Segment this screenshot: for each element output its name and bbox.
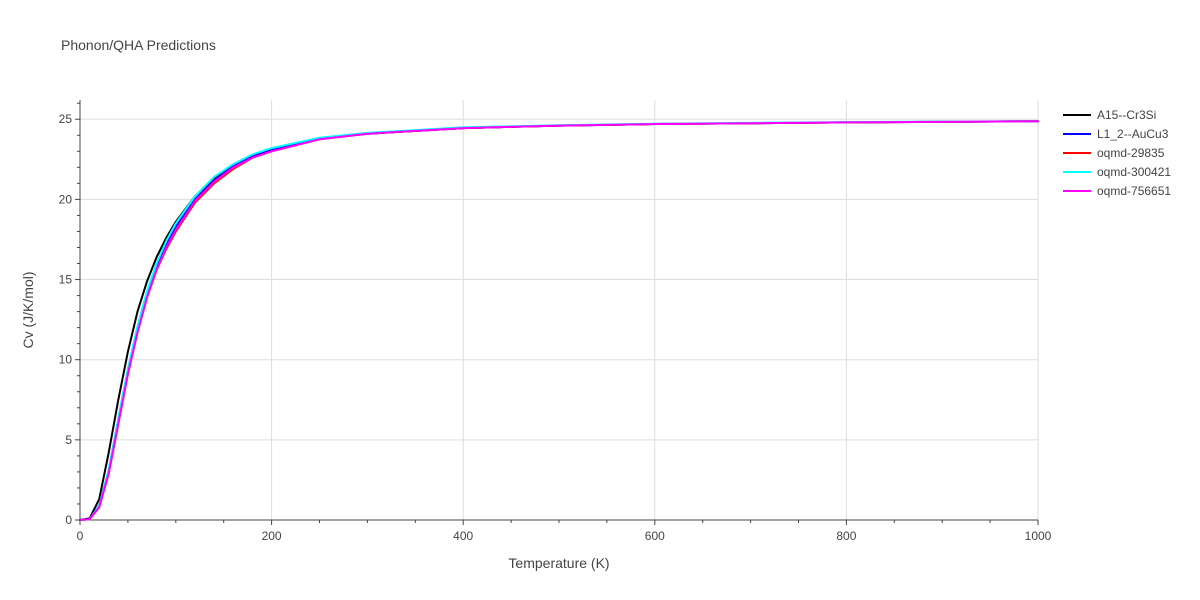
legend-item[interactable]: L1_2--AuCu3 (1063, 127, 1169, 141)
legend-label: L1_2--AuCu3 (1097, 127, 1169, 141)
x-tick-label: 1000 (1025, 529, 1052, 543)
x-tick-label: 600 (645, 529, 665, 543)
series-line-a15-cr3si (79, 120, 1039, 521)
series-line-oqmd-756651 (79, 120, 1039, 521)
legend-label: oqmd-29835 (1097, 146, 1165, 160)
x-axis-title: Temperature (K) (508, 555, 609, 571)
y-axis-title: Cv (J/K/mol) (20, 272, 36, 349)
y-tick-label: 15 (59, 273, 73, 287)
x-tick-label: 800 (836, 529, 856, 543)
legend-item[interactable]: oqmd-300421 (1063, 165, 1171, 179)
x-tick-label: 400 (453, 529, 473, 543)
y-tick-label: 10 (59, 353, 73, 367)
legend-item[interactable]: oqmd-756651 (1063, 184, 1171, 198)
legend-item[interactable]: oqmd-29835 (1063, 146, 1165, 160)
y-tick-label: 5 (65, 433, 72, 447)
legend-label: oqmd-300421 (1097, 165, 1171, 179)
y-tick-label: 0 (65, 513, 72, 527)
x-tick-label: 200 (262, 529, 282, 543)
x-tick-label: 0 (77, 529, 84, 543)
grid-layer (80, 100, 1039, 520)
series-line-oqmd-29835 (79, 120, 1039, 521)
legend-label: A15--Cr3Si (1097, 108, 1156, 122)
ticks-layer: 0 200 400 600 800 1000 0 5 10 15 20 25 (59, 102, 1052, 543)
y-tick-label: 25 (59, 112, 73, 126)
chart-title: Phonon/QHA Predictions (61, 37, 216, 53)
legend-item[interactable]: A15--Cr3Si (1063, 108, 1156, 122)
series-line-l1-2-aucu3 (79, 120, 1039, 521)
y-tick-label: 20 (59, 192, 73, 206)
series-layer (79, 120, 1039, 521)
legend-label: oqmd-756651 (1097, 184, 1171, 198)
legend[interactable]: A15--Cr3Si L1_2--AuCu3 oqmd-29835 oqmd-3004… (1063, 108, 1171, 198)
series-line-oqmd-300421 (79, 120, 1039, 521)
axes-layer (79, 100, 1038, 521)
